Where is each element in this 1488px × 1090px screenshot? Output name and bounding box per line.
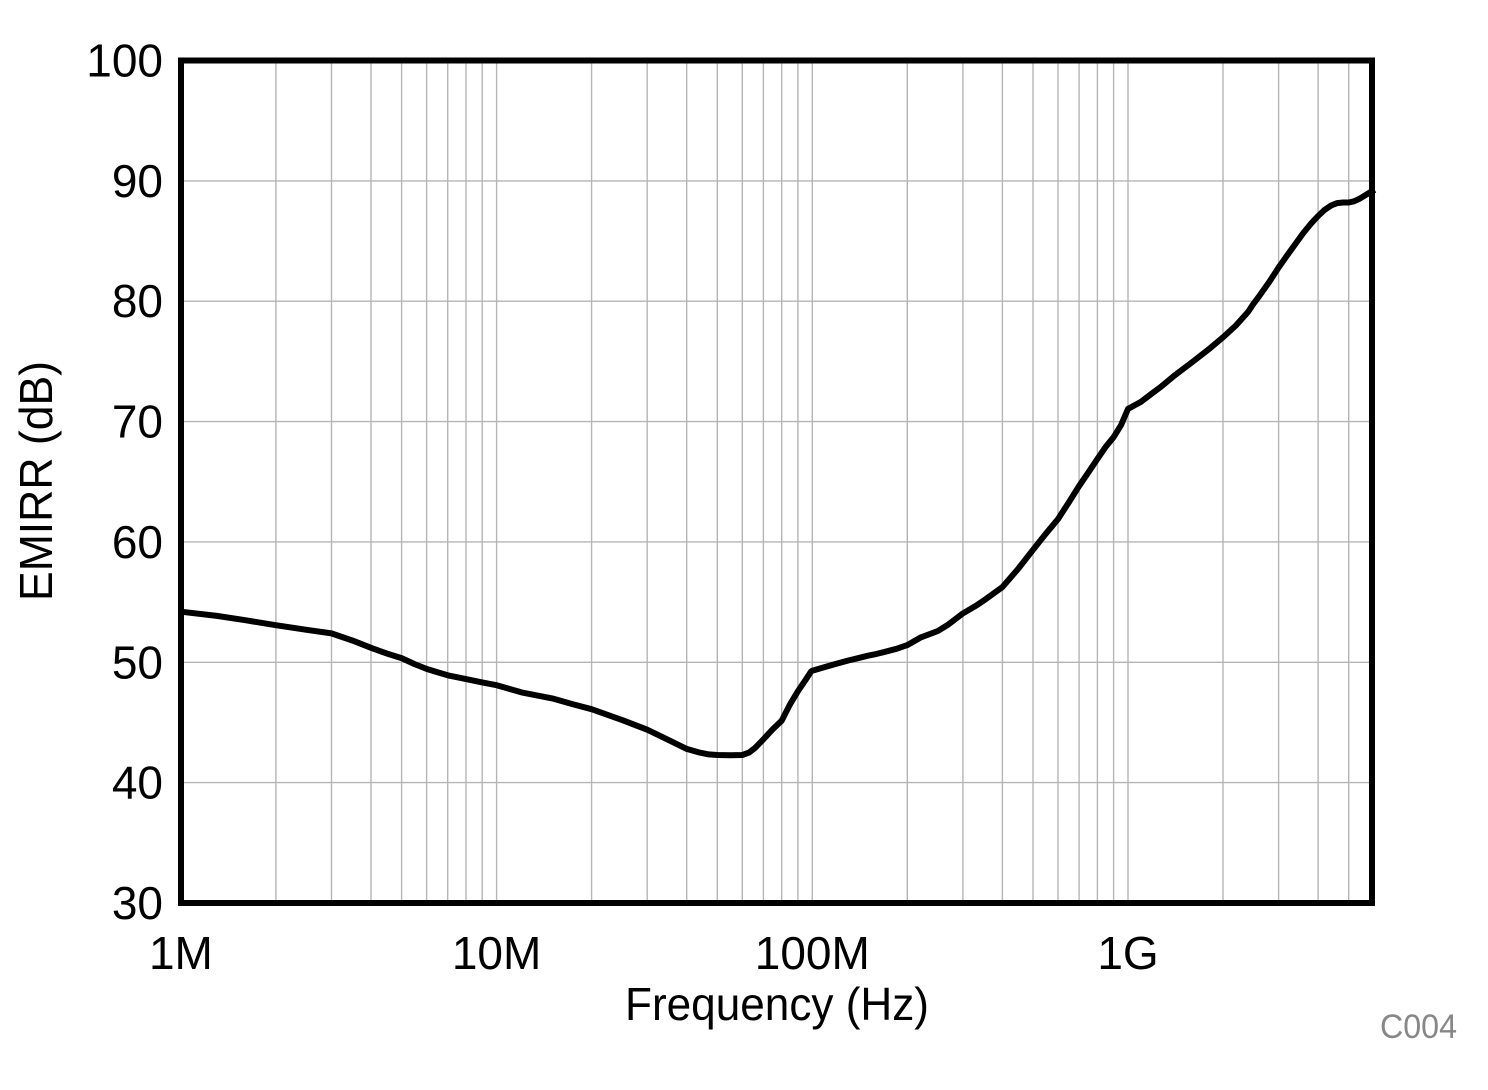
svg-text:60: 60 [112,516,163,568]
svg-text:80: 80 [112,275,163,327]
svg-text:70: 70 [112,396,163,448]
svg-text:100: 100 [86,35,163,87]
svg-text:C004: C004 [1380,1008,1457,1046]
svg-text:40: 40 [112,757,163,809]
svg-text:EMIRR (dB): EMIRR (dB) [10,361,62,601]
svg-text:10M: 10M [452,927,541,979]
svg-text:90: 90 [112,155,163,207]
svg-text:50: 50 [112,636,163,688]
svg-text:100M: 100M [755,927,870,979]
svg-text:Frequency (Hz): Frequency (Hz) [625,978,929,1030]
svg-text:1M: 1M [149,927,213,979]
svg-text:1G: 1G [1097,927,1158,979]
svg-text:30: 30 [112,877,163,929]
